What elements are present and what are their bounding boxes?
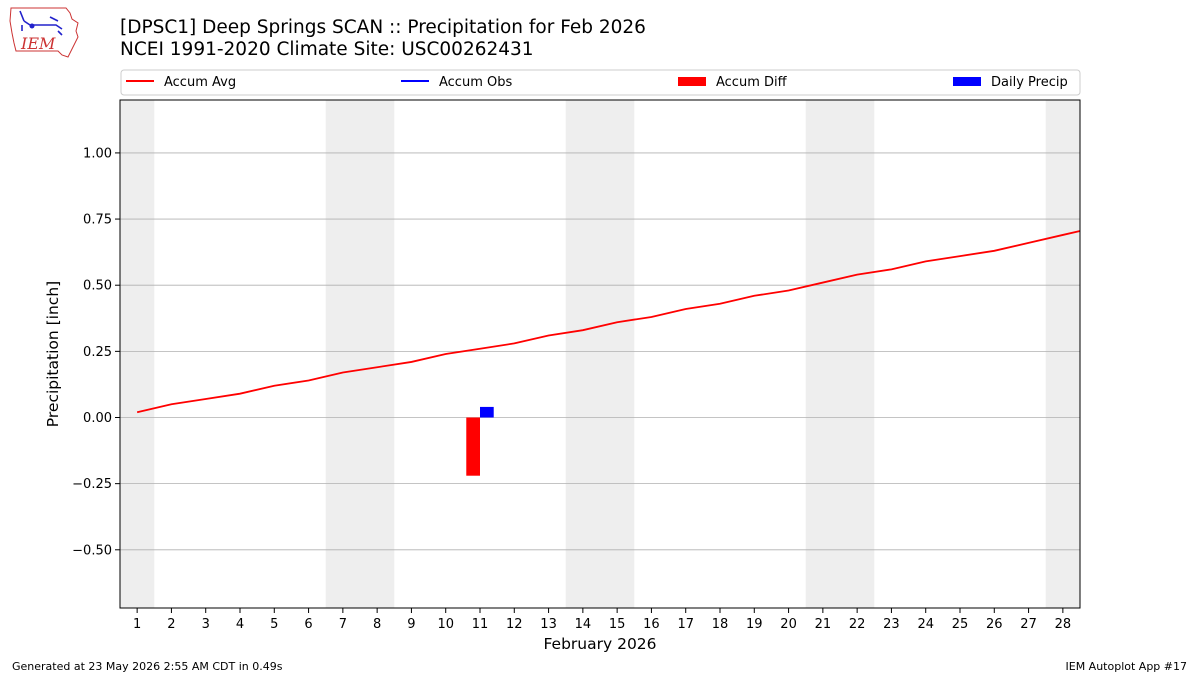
x-tick-label: 9 xyxy=(407,617,415,632)
x-tick-label: 7 xyxy=(339,617,347,632)
y-axis-label: Precipitation [inch] xyxy=(44,281,62,427)
x-tick-label: 8 xyxy=(373,617,381,632)
x-tick-label: 2 xyxy=(167,617,175,632)
x-tick-label: 17 xyxy=(677,617,694,632)
bars xyxy=(466,406,494,476)
x-tick-label: 1 xyxy=(133,617,141,632)
grid-lines xyxy=(120,152,1080,551)
x-tick-label: 15 xyxy=(609,617,626,632)
x-axis-label: February 2026 xyxy=(543,635,656,653)
x-tick-label: 20 xyxy=(780,617,797,632)
x-tick-label: 24 xyxy=(917,617,934,632)
bar-daily-precip xyxy=(480,406,494,418)
x-tick-label: 21 xyxy=(815,617,832,632)
y-tick-label: 0.25 xyxy=(83,345,112,360)
iem-logo-text: IEM xyxy=(20,34,56,53)
x-tick-label: 26 xyxy=(986,617,1003,632)
weekend-band-28 xyxy=(1045,100,1080,608)
chart-subtitle: NCEI 1991-2020 Climate Site: USC00262431 xyxy=(120,39,534,60)
weekend-band-22 xyxy=(840,100,875,608)
legend-box xyxy=(120,69,1081,96)
legend-label-accum-obs: Accum Obs xyxy=(439,75,512,90)
weekend-band-15 xyxy=(600,100,635,608)
x-tick-label: 6 xyxy=(304,617,312,632)
x-tick-label: 10 xyxy=(437,617,454,632)
y-tick-label: 1.00 xyxy=(83,146,112,161)
legend-swatch-daily-precip xyxy=(953,77,981,86)
x-tick-label: 23 xyxy=(883,617,900,632)
x-tick-label: 16 xyxy=(643,617,660,632)
x-tick-label: 28 xyxy=(1055,617,1072,632)
bar-accum-diff xyxy=(466,417,480,476)
x-tick-label: 3 xyxy=(202,617,210,632)
weekend-band-14 xyxy=(565,100,600,608)
legend-label-accum-avg: Accum Avg xyxy=(164,75,236,90)
y-tick-label: 0.00 xyxy=(83,411,112,426)
x-axis: 1 2 3 4 5 6 7 8 9 10 11 12 13 14 15 16 17 18 19 20 21 22 23 24 2… xyxy=(133,608,1071,632)
legend: Accum Avg Accum Obs Accum Diff Daily Precip xyxy=(120,69,1081,96)
weekend-band-7 xyxy=(325,100,360,608)
footer-generated: Generated at 23 May 2026 2:55 AM CDT in … xyxy=(12,660,283,673)
legend-label-daily-precip: Daily Precip xyxy=(991,75,1068,90)
x-tick-label: 12 xyxy=(506,617,523,632)
iem-logo: IEM xyxy=(9,7,79,58)
x-tick-label: 13 xyxy=(540,617,557,632)
line-accum-avg xyxy=(136,230,1081,414)
footer-app: IEM Autoplot App #17 xyxy=(1065,660,1188,673)
weekend-band-21 xyxy=(805,100,840,608)
weekend-band-8 xyxy=(360,100,395,608)
y-tick-label: −0.50 xyxy=(72,543,112,558)
x-tick-label: 27 xyxy=(1020,617,1037,632)
chart-title: [DPSC1] Deep Springs SCAN :: Precipitati… xyxy=(120,17,646,38)
x-tick-label: 25 xyxy=(952,617,969,632)
x-tick-label: 18 xyxy=(712,617,729,632)
plot-frame xyxy=(119,99,1081,609)
x-tick-label: 22 xyxy=(849,617,866,632)
x-tick-label: 14 xyxy=(575,617,592,632)
x-tick-label: 4 xyxy=(236,617,244,632)
x-tick-label: 11 xyxy=(472,617,489,632)
iowa-outline-icon xyxy=(9,7,79,58)
y-tick-label: 0.75 xyxy=(83,213,112,228)
y-tick-label: 0.50 xyxy=(83,279,112,294)
legend-swatch-accum-diff xyxy=(678,77,706,86)
y-axis: −0.50 −0.25 0.00 0.25 0.50 0.75 1.00 xyxy=(72,146,120,558)
series-lines xyxy=(136,230,1081,414)
legend-label-accum-diff: Accum Diff xyxy=(716,75,788,90)
weekend-band-1 xyxy=(120,100,155,608)
x-tick-label: 5 xyxy=(270,617,278,632)
y-tick-label: −0.25 xyxy=(72,477,112,492)
x-tick-label: 19 xyxy=(746,617,763,632)
weekend-shading xyxy=(120,100,1080,608)
